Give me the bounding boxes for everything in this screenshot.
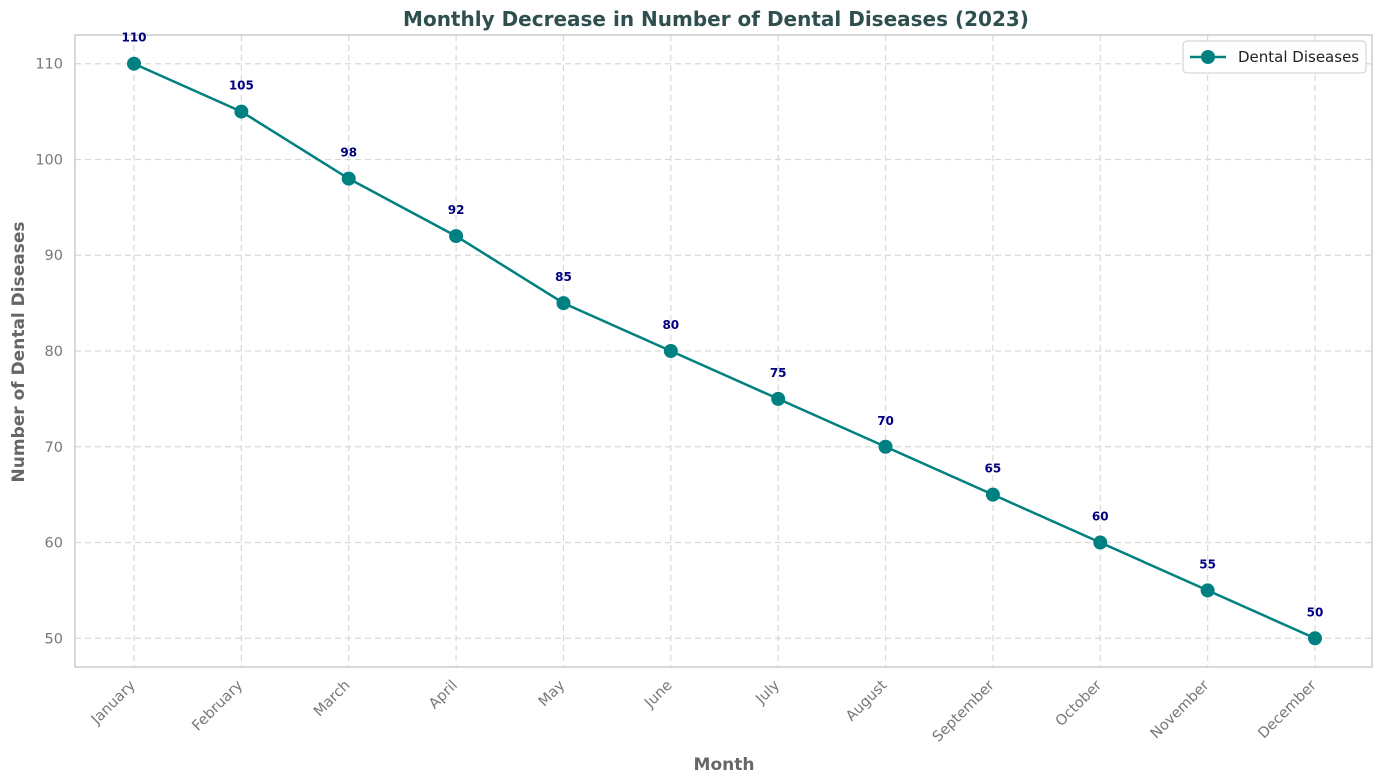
data-point (878, 439, 893, 454)
data-point (127, 56, 141, 71)
x-tick-label: February (189, 677, 246, 734)
data-point (449, 229, 464, 244)
y-tick-label: 100 (35, 152, 63, 168)
plot-frame (74, 34, 1373, 668)
x-tick-label: July (753, 677, 784, 708)
legend: Dental Diseases (1182, 40, 1367, 74)
series-layer (127, 56, 1322, 646)
data-label: 92 (448, 203, 465, 217)
data-label: 70 (877, 414, 894, 428)
data-point (341, 171, 356, 186)
x-tick-label: May (536, 677, 569, 710)
x-tick-label: June (641, 677, 675, 711)
data-label: 75 (770, 366, 787, 380)
y-tick-label: 70 (45, 440, 63, 456)
x-tick-label: December (1255, 677, 1320, 742)
legend-box (1182, 40, 1367, 74)
series-line-dental-diseases (133, 62, 1316, 640)
x-tick-label: November (1148, 677, 1213, 742)
x-axis-ticks: January February March April May June July Augu… (88, 677, 1320, 745)
x-tick-label: September (930, 677, 998, 745)
y-tick-label: 80 (45, 344, 63, 360)
data-point (663, 344, 678, 358)
data-label: 105 (229, 79, 254, 93)
data-point (556, 296, 571, 311)
data-point (1308, 631, 1322, 646)
x-tick-label: April (426, 678, 461, 713)
y-axis-ticks: 50 60 70 80 90 100 110 (35, 57, 63, 648)
data-label: 98 (340, 146, 357, 160)
x-axis-label: Month (694, 755, 755, 775)
data-label: 110 (121, 31, 146, 45)
data-point (985, 487, 1000, 502)
chart-title: Monthly Decrease in Number of Dental Dis… (403, 7, 1029, 31)
data-point (771, 391, 786, 406)
legend-marker (1201, 50, 1215, 64)
x-tick-label: August (843, 677, 890, 724)
data-label: 65 (985, 462, 1002, 476)
data-label: 85 (555, 270, 572, 284)
x-tick-label: January (88, 677, 139, 728)
y-tick-label: 90 (45, 248, 63, 264)
data-label: 55 (1199, 557, 1216, 571)
data-point (1200, 583, 1215, 598)
data-labels: 110 105 98 92 85 80 75 70 65 60 55 50 (121, 31, 1323, 620)
data-point (1093, 535, 1108, 550)
data-label: 60 (1092, 510, 1109, 524)
data-label: 80 (662, 318, 679, 332)
y-tick-label: 60 (45, 536, 63, 552)
y-tick-label: 110 (35, 57, 63, 73)
x-tick-label: March (311, 678, 354, 721)
x-tick-label: October (1053, 677, 1105, 729)
grid-lines (75, 35, 1372, 667)
y-axis-label: Number of Dental Diseases (9, 222, 29, 483)
legend-entry-dental-diseases: Dental Diseases (1238, 48, 1359, 66)
data-label: 50 (1307, 605, 1324, 619)
y-tick-label: 50 (45, 631, 63, 647)
data-point (234, 104, 249, 119)
